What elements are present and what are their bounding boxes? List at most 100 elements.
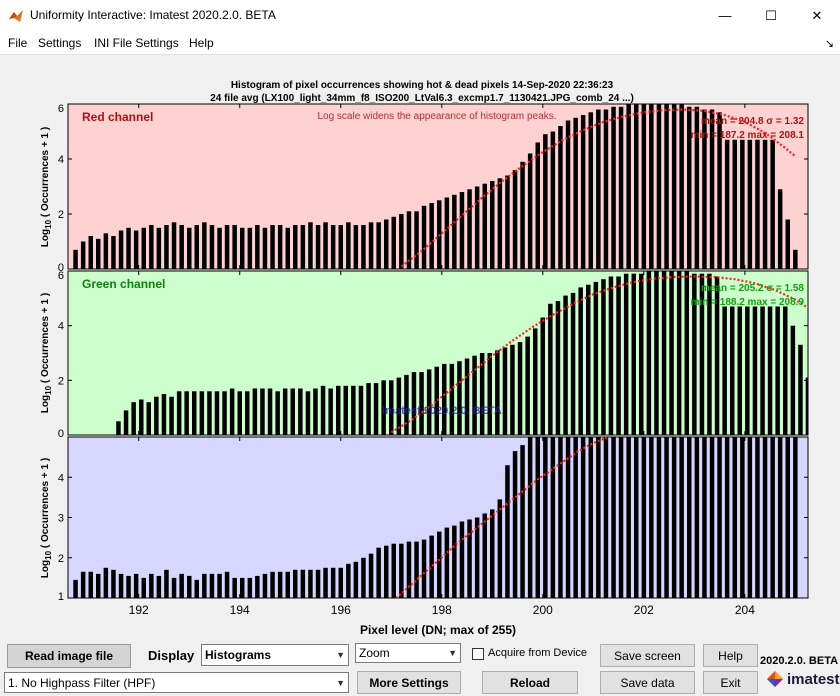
histogram-bar — [558, 437, 563, 598]
histogram-bar — [330, 225, 336, 269]
histogram-bar — [732, 437, 737, 598]
y-tick-label: 6 — [58, 270, 64, 282]
histogram-bar — [558, 126, 563, 269]
histogram-bar — [103, 233, 109, 269]
chevron-down-icon: ▼ — [336, 677, 345, 688]
histogram-bar — [535, 142, 540, 269]
histogram-bar — [618, 106, 624, 269]
histogram-bar — [240, 227, 245, 269]
histogram-bar — [457, 361, 462, 435]
window-title: Uniformity Interactive: Imatest 2020.2.0… — [30, 8, 276, 22]
histogram-bar — [479, 353, 485, 435]
histogram-bar — [270, 225, 275, 269]
histogram-bar — [785, 219, 790, 269]
histogram-bar — [656, 437, 662, 598]
histogram-bar — [699, 273, 705, 435]
histogram-bar — [570, 292, 576, 435]
histogram-bar — [368, 553, 374, 598]
histogram-bar — [747, 437, 753, 598]
histogram-bar — [777, 437, 783, 598]
histogram-bar — [785, 437, 790, 598]
histogram-bar — [194, 579, 199, 598]
menu-file[interactable]: File — [8, 36, 28, 50]
x-axis-label: Pixel level (DN; max of 255) — [360, 623, 516, 637]
histogram-bar — [755, 139, 760, 269]
histogram-bar — [96, 238, 101, 269]
y-tick-label: 2 — [58, 375, 64, 387]
histogram-bar — [434, 366, 439, 435]
histogram-bar — [131, 402, 136, 435]
histogram-bar — [414, 211, 419, 269]
menu-settings[interactable]: Settings — [38, 36, 82, 50]
histogram-bar — [459, 192, 465, 269]
histogram-bar — [745, 306, 750, 435]
histogram-bar — [353, 225, 359, 269]
histogram-bar — [724, 139, 730, 269]
histogram-bar — [164, 569, 169, 598]
menu-help[interactable]: Help — [189, 36, 214, 50]
histogram-bar — [687, 437, 692, 598]
version-label: 2020.2.0. BETA — [760, 655, 839, 667]
histogram-bar — [126, 575, 131, 598]
zoom-select[interactable]: Zoom ▼ — [355, 643, 461, 663]
histogram-bar — [293, 569, 298, 598]
histogram-bar — [543, 134, 548, 269]
histogram-bar — [199, 391, 205, 435]
close-button[interactable]: ✕ — [811, 7, 823, 23]
histogram-bar — [679, 437, 684, 598]
read-image-file-button[interactable]: Read image file — [7, 644, 131, 668]
histogram-bar — [760, 306, 765, 435]
histogram-bar — [593, 281, 599, 435]
maximize-button[interactable]: ☐ — [765, 7, 777, 23]
histogram-bar — [578, 287, 583, 435]
histogram-bar — [207, 391, 212, 435]
histogram-bar — [391, 216, 396, 269]
save-data-button[interactable]: Save data — [600, 671, 695, 694]
display-select[interactable]: Histograms ▼ — [201, 644, 349, 666]
histogram-bar — [133, 230, 139, 269]
histogram-bar — [676, 271, 682, 435]
histogram-bar — [353, 561, 359, 598]
histogram-bar — [421, 205, 427, 269]
histogram-bar — [608, 276, 614, 435]
histogram-bar — [161, 394, 167, 435]
gaussian-fit-curve — [395, 437, 609, 598]
hpf-select[interactable]: 1. No Highpass Filter (HPF) ▼ — [4, 672, 349, 693]
histogram-bar — [482, 183, 487, 269]
histogram-panel-2: 0 2 4 6 Green channel mean = 205.2 σ = 1.58 mi… — [40, 270, 809, 440]
histogram-bar — [601, 279, 606, 435]
acquire-checkbox[interactable] — [472, 648, 484, 660]
menu-ini-file-settings[interactable]: INI File Settings — [94, 36, 179, 50]
more-settings-button[interactable]: More Settings — [357, 671, 461, 694]
histogram-bar — [73, 249, 78, 269]
histogram-bar — [141, 577, 146, 598]
histogram-bar — [315, 225, 321, 269]
bar-series — [116, 271, 808, 435]
histogram-bar — [315, 569, 321, 598]
histogram-bar — [414, 541, 419, 598]
histogram-bar — [346, 222, 351, 269]
histogram-bar — [512, 170, 518, 269]
help-button[interactable]: Help — [703, 644, 758, 667]
channel-label: Red channel — [82, 110, 153, 124]
histogram-bar — [214, 391, 220, 435]
histogram-bar — [149, 573, 154, 598]
minimize-button[interactable]: — — [718, 8, 732, 23]
y-tick-label: 6 — [58, 103, 64, 115]
watermark: Imatest 2020.2.0. BETA — [382, 405, 502, 417]
histogram-bar — [770, 437, 775, 598]
x-tick-label: 194 — [230, 603, 250, 617]
histogram-bar — [80, 571, 86, 598]
histogram-bar — [133, 573, 139, 598]
save-screen-button[interactable]: Save screen — [600, 644, 695, 667]
histogram-bar — [376, 222, 381, 269]
exit-button[interactable]: Exit — [703, 671, 758, 694]
histogram-bar — [305, 391, 311, 435]
histogram-bar — [669, 271, 674, 435]
reload-button[interactable]: Reload — [482, 671, 578, 694]
histogram-bar — [282, 388, 288, 435]
histogram-bar — [527, 153, 533, 269]
dock-arrow-icon[interactable]: ↘ — [824, 38, 834, 50]
histogram-bar — [361, 225, 366, 269]
histogram-bar — [661, 271, 667, 435]
